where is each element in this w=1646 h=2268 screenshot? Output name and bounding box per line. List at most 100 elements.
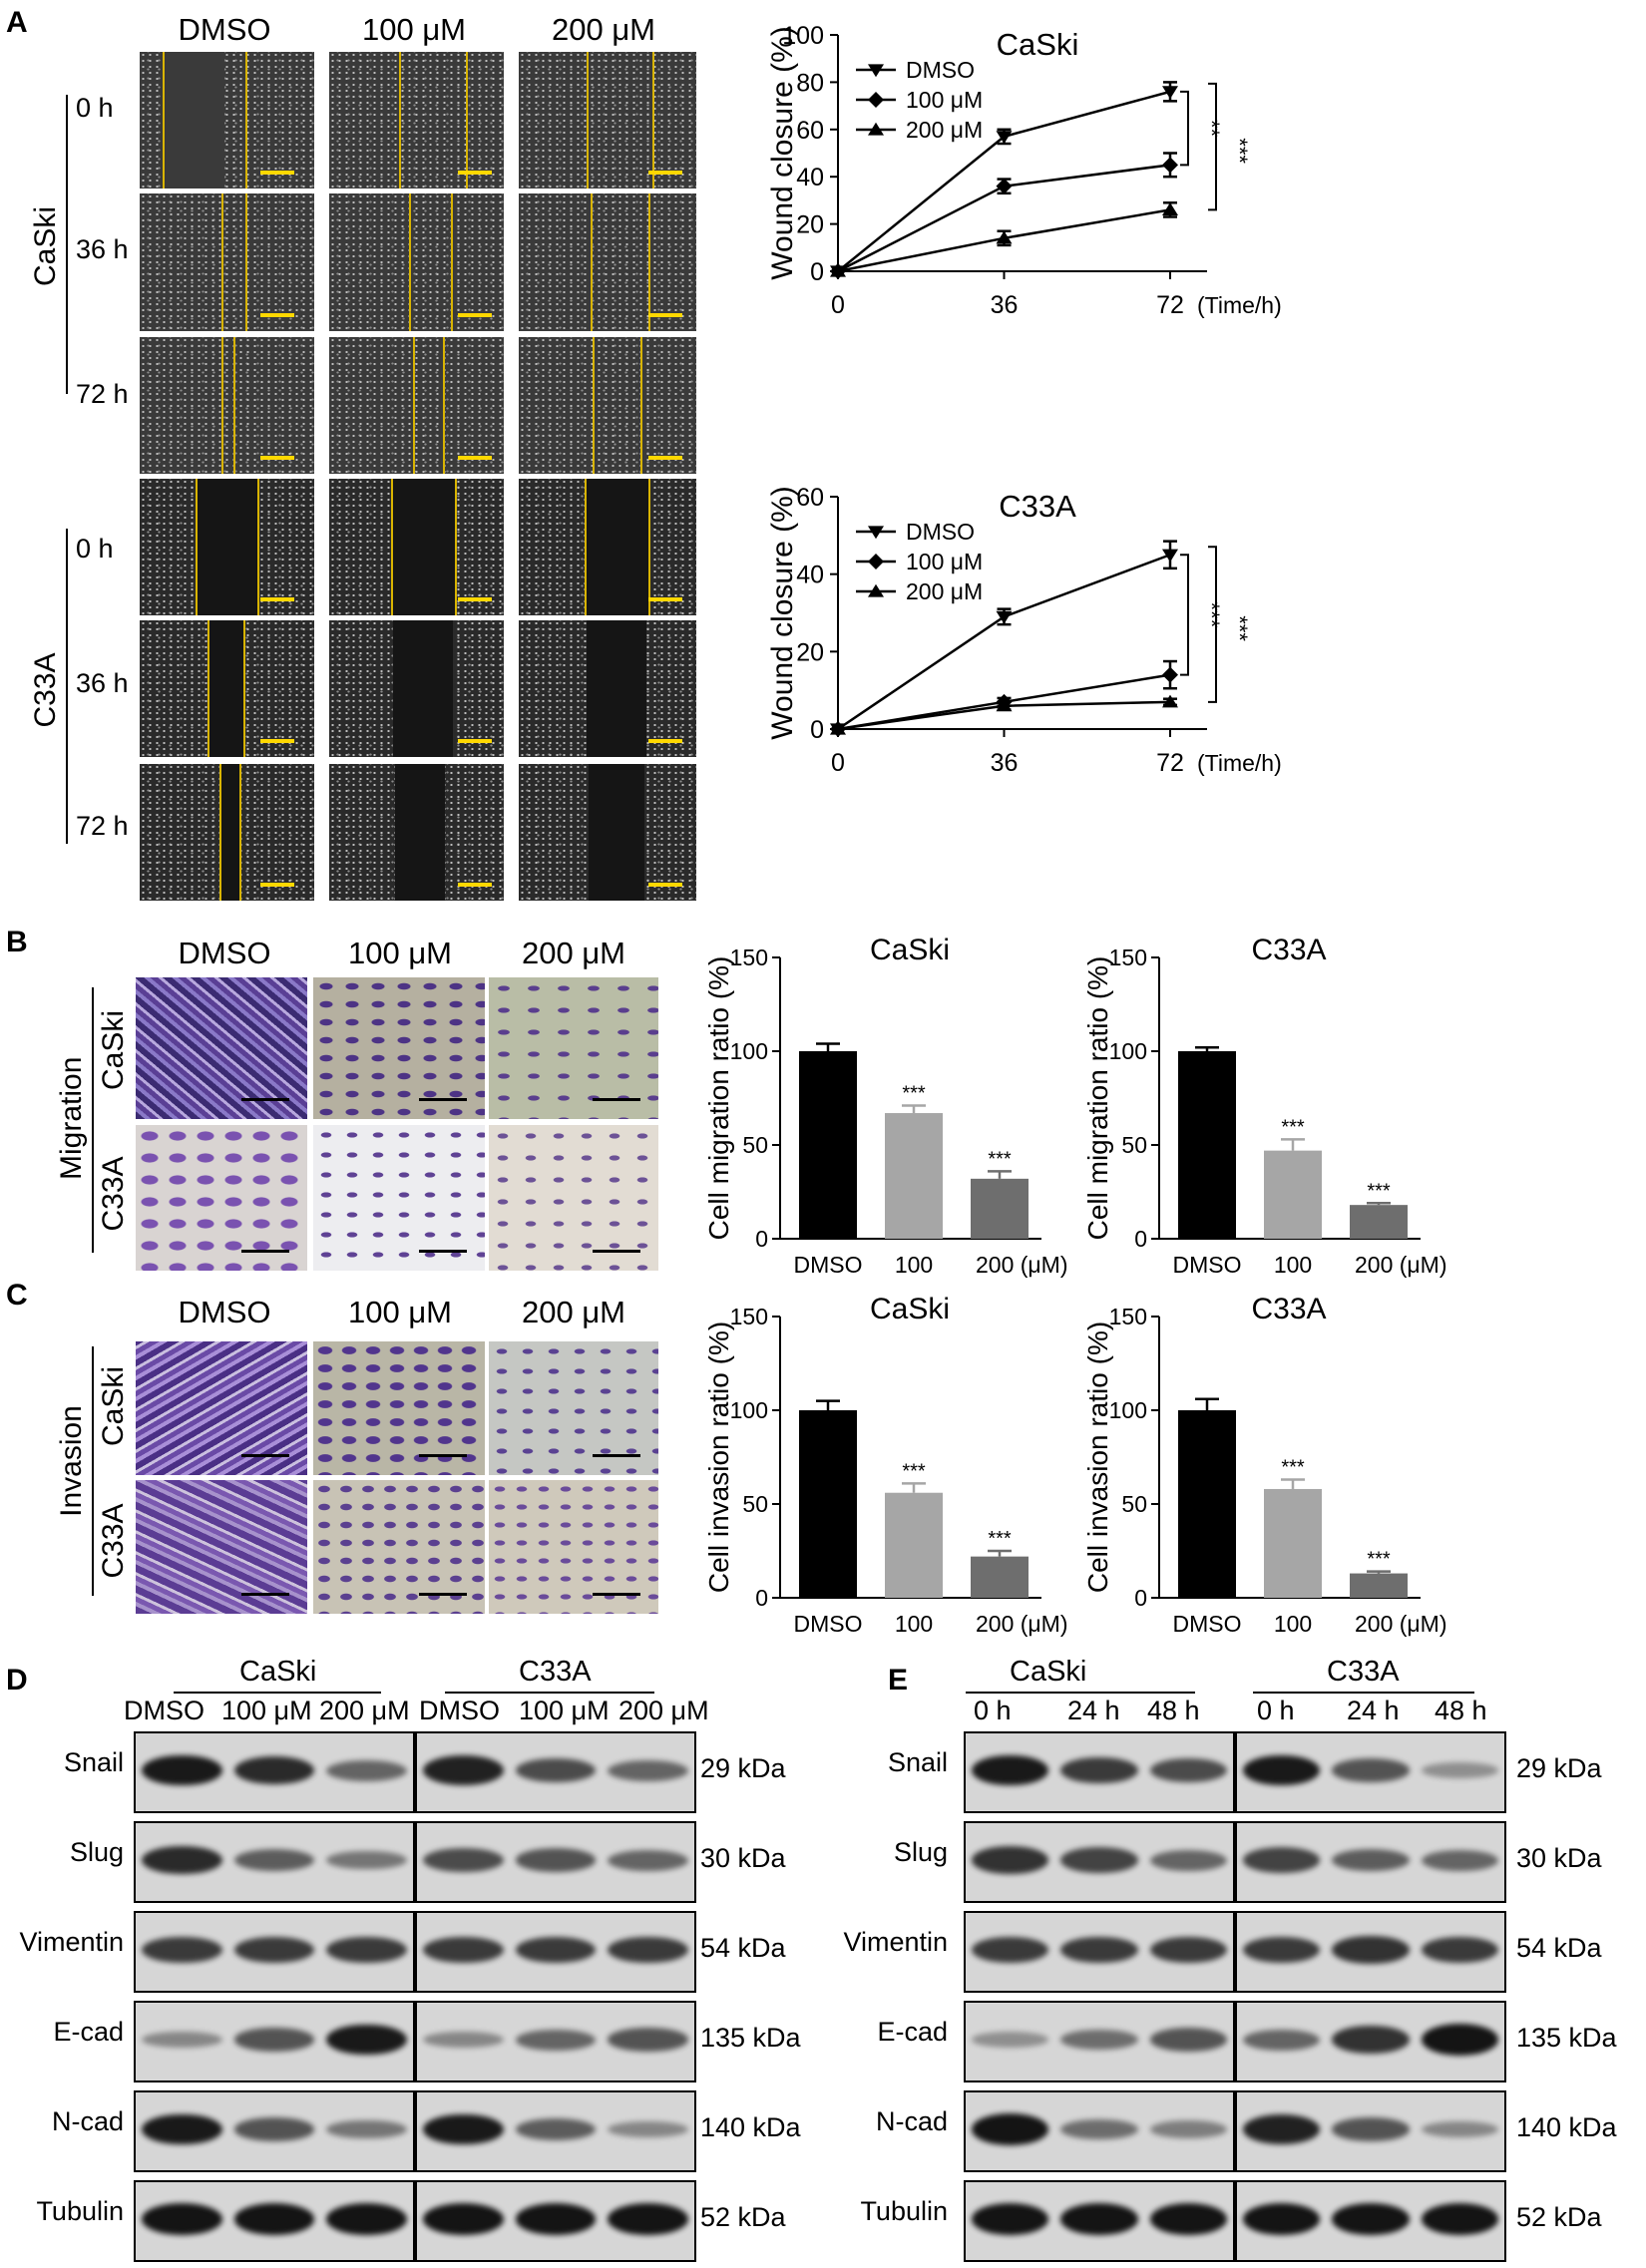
d-protein-label: Slug [69, 1837, 124, 1867]
bar [885, 1492, 943, 1598]
e-group-label-caski: CaSki [1010, 1656, 1087, 1688]
wound-image-c33a-200um-0h [519, 479, 696, 615]
wound-image-c33a-200um-72h [519, 764, 696, 901]
data-point [830, 721, 846, 735]
e-lane-label: 48 h [1435, 1696, 1487, 1725]
data-label: *** [988, 1148, 1012, 1170]
x-tick-label: 100 [895, 1611, 933, 1637]
y-axis-label: Cell invasion ratio (%) [1082, 1322, 1113, 1593]
protein-band [608, 2203, 688, 2235]
x-tick-label: 200 (μM) [1355, 1611, 1447, 1637]
protein-band [326, 1850, 407, 1870]
protein-band [1421, 2024, 1498, 2056]
protein-band [1332, 1848, 1410, 1872]
y-tick-label: 100 [730, 1397, 768, 1423]
protein-band [972, 1846, 1049, 1874]
transwell-image-migration-caski-100um [313, 977, 485, 1119]
y-tick-label: 100 [1109, 1397, 1147, 1423]
bar [1178, 1051, 1236, 1239]
protein-band [233, 1848, 315, 1872]
protein-band [326, 2119, 407, 2139]
x-tick-label: 100 [1274, 1252, 1312, 1278]
protein-band [1149, 2120, 1227, 2138]
bar [1350, 1573, 1408, 1598]
data-point [830, 263, 846, 277]
y-tick-label: 0 [810, 258, 824, 286]
d-lane-label: DMSO [124, 1696, 205, 1725]
data-label: *** [1367, 1549, 1391, 1571]
x-tick-label: DMSO [1173, 1611, 1242, 1637]
y-axis-label: Cell migration ratio (%) [1082, 956, 1113, 1241]
d-blot-ecad-c33a [415, 2001, 696, 2082]
invasion-row-label: Invasion [55, 1405, 88, 1517]
d-blot-ncad-caski [134, 2090, 415, 2172]
caski-row-label: CaSki [29, 205, 62, 287]
d-blot-ncad-c33a [415, 2090, 696, 2172]
e-blot-tubulin-c33a [1235, 2180, 1506, 2262]
wound-image-c33a-dmso-72h [140, 764, 314, 901]
transwell-image-migration-caski-200um [489, 977, 658, 1119]
wound-image-c33a-200um-36h [519, 620, 696, 757]
y-tick-label: 150 [1109, 1304, 1147, 1329]
d-lane-label: 200 μM [319, 1696, 410, 1725]
e-protein-label: Vimentin [843, 1927, 948, 1957]
data-point [1162, 86, 1178, 100]
d-group-underline-c33a [445, 1692, 654, 1694]
protein-band [608, 1849, 688, 1871]
y-tick-label: 40 [796, 562, 824, 589]
protein-band [1149, 2028, 1227, 2052]
e-protein-label: Snail [887, 1747, 948, 1777]
x-tick-label: 100 [1274, 1611, 1312, 1637]
data-point [1162, 157, 1178, 174]
migration-c33a-label: C33A [97, 1156, 130, 1232]
protein-band [972, 1754, 1049, 1786]
chart-title: C33A [999, 489, 1076, 524]
protein-band [423, 2113, 504, 2145]
e-molecular-weight-label: 135 kDa [1516, 2023, 1617, 2053]
significance-label: *** [1227, 615, 1252, 641]
x-tick-label: 0 [831, 291, 845, 319]
protein-band [1243, 1754, 1321, 1786]
protein-band [142, 1936, 222, 1964]
protein-band [972, 2203, 1049, 2235]
bar [1264, 1150, 1322, 1239]
x-axis-label: (Time/h) [1197, 292, 1282, 318]
protein-band [1149, 1757, 1227, 1783]
chart-title: CaSki [870, 934, 950, 966]
chart-title: CaSki [997, 27, 1079, 62]
d-blot-slug-caski [134, 1821, 415, 1903]
protein-band [423, 2031, 504, 2049]
y-tick-label: 50 [1121, 1132, 1147, 1158]
y-tick-label: 60 [796, 484, 824, 512]
header-dmso: DMSO [178, 12, 271, 47]
protein-band [1060, 2203, 1138, 2235]
legend-label: DMSO [906, 57, 975, 83]
protein-band [326, 2203, 407, 2235]
wound-closure-chart-c33a: C33A 0 20 40 60 0 36 72 (Time/h) Wound closure (%… [766, 484, 1282, 777]
protein-band [1421, 1762, 1498, 1778]
protein-band [233, 2203, 315, 2235]
migration-bracket-line [92, 987, 94, 1253]
wound-image-caski-200um-36h [519, 193, 696, 331]
data-label: *** [988, 1528, 1012, 1550]
legend-label: DMSO [906, 519, 975, 545]
wound-image-caski-dmso-72h [140, 337, 314, 474]
legend-marker [868, 122, 884, 136]
y-tick-label: 100 [1109, 1038, 1147, 1064]
protein-band [1332, 2026, 1410, 2054]
protein-band [142, 1845, 222, 1875]
protein-band [142, 2203, 222, 2235]
e-blot-ncad-c33a [1235, 2090, 1506, 2172]
transwell-image-invasion-caski-200um [489, 1341, 658, 1475]
d-blot-snail-caski [134, 1731, 415, 1813]
time-label-caski-36h: 36 h [76, 234, 129, 264]
header-b-dmso: DMSO [178, 936, 271, 970]
wound-image-caski-200um-72h [519, 337, 696, 474]
e-blot-tubulin-caski [964, 2180, 1235, 2262]
x-tick-label: DMSO [1173, 1252, 1242, 1278]
transwell-image-invasion-c33a-100um [313, 1480, 485, 1614]
data-point [1162, 549, 1178, 563]
invasion-c33a-label: C33A [97, 1503, 130, 1579]
y-tick-label: 50 [1121, 1491, 1147, 1517]
protein-band [1243, 1847, 1321, 1873]
